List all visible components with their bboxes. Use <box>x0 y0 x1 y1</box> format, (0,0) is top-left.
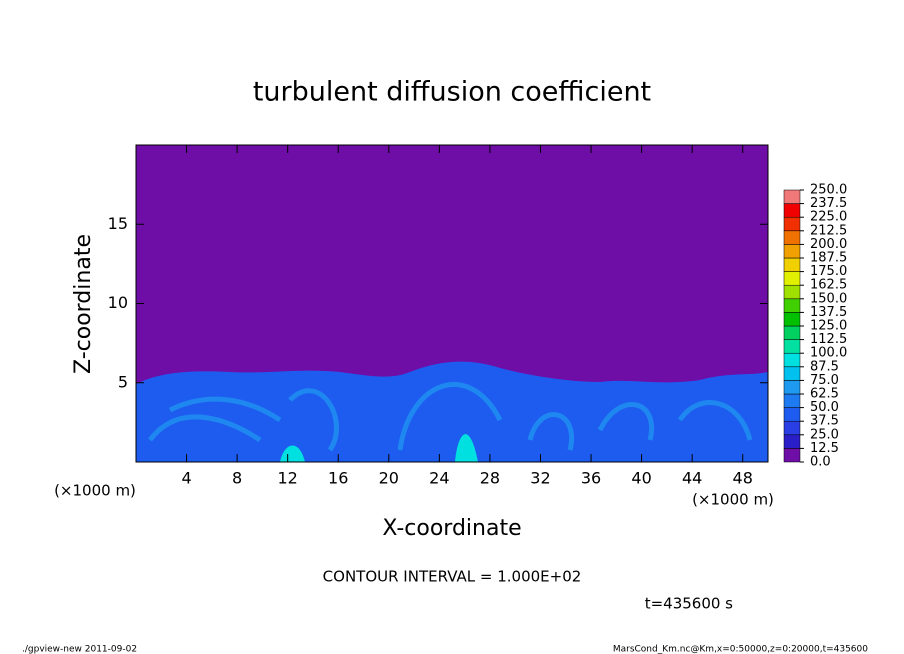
chart-title: turbulent diffusion coefficient <box>253 77 651 108</box>
x-tick-label: 4 <box>181 469 191 488</box>
colorbar-label: 37.5 <box>810 414 839 429</box>
colorbar-label: 125.0 <box>810 319 847 334</box>
x-tick-label: 16 <box>328 469 348 488</box>
y-unit: (×1000 m) <box>54 482 136 500</box>
x-tick-label: 12 <box>278 469 298 488</box>
colorbar-label: 75.0 <box>810 373 839 388</box>
x-tick-label: 40 <box>631 469 651 488</box>
turbulent-core <box>280 434 478 462</box>
colorbar-label: 62.5 <box>810 387 839 402</box>
colorbar-label: 87.5 <box>810 359 839 374</box>
contour-interval: CONTOUR INTERVAL = 1.000E+02 <box>323 568 582 586</box>
y-tick-label: 15 <box>108 214 128 233</box>
colorbar-label: 112.5 <box>810 332 847 347</box>
field <box>136 145 768 462</box>
colorbar-box <box>783 366 801 381</box>
colorbar-label: 100.0 <box>810 346 847 361</box>
footer-right: MarsCond_Km.nc@Km,x=0:50000,z=0:20000,t=… <box>613 645 868 654</box>
colorbar-box <box>783 203 801 218</box>
colorbar-box <box>783 230 801 245</box>
footer-left: ./gpview-new 2011-09-02 <box>22 645 137 654</box>
time-label: t=435600 s <box>645 595 733 613</box>
y-tick-label: 10 <box>108 293 128 312</box>
colorbar-box <box>783 244 801 259</box>
colorbar-label: 150.0 <box>810 291 847 306</box>
x-tick-label: 24 <box>429 469 449 488</box>
colorbar-label: 50.0 <box>810 400 839 415</box>
colorbar-label: 237.5 <box>810 196 847 211</box>
colorbar-box <box>783 407 801 422</box>
colorbar-box <box>783 393 801 408</box>
colorbar-box <box>783 216 801 232</box>
x-unit: (×1000 m) <box>692 491 774 509</box>
colorbar-box <box>783 420 801 436</box>
colorbar-label: 162.5 <box>810 278 847 293</box>
colorbar-box <box>783 339 801 354</box>
colorbar-label: 25.0 <box>810 427 839 442</box>
colorbar-box <box>783 298 801 313</box>
colorbar-label: 200.0 <box>810 237 847 252</box>
colorbar-label: 0.0 <box>810 455 831 470</box>
colorbar-box <box>783 271 801 286</box>
colorbar-label: 212.5 <box>810 223 847 238</box>
colorbar-box <box>783 312 801 327</box>
x-tick-label: 48 <box>733 469 753 488</box>
x-tick-label: 32 <box>530 469 550 488</box>
y-axis-title: Z-coordinate <box>71 234 96 374</box>
colorbar-label: 250.0 <box>810 183 847 198</box>
x-axis-title: X-coordinate <box>382 516 521 541</box>
x-tick-label: 20 <box>379 469 399 488</box>
colorbar-box <box>783 434 801 449</box>
colorbar-box <box>783 284 801 300</box>
colorbar-box <box>783 257 801 272</box>
x-tick-label: 28 <box>480 469 500 488</box>
colorbar-label: 137.5 <box>810 305 847 320</box>
x-tick-label: 36 <box>581 469 601 488</box>
turbulent-layer <box>136 361 768 462</box>
colorbar-box <box>783 448 801 463</box>
x-tick-label: 44 <box>682 469 702 488</box>
colorbar-label: 225.0 <box>810 210 847 225</box>
x-tick-label: 8 <box>232 469 242 488</box>
colorbar-label: 175.0 <box>810 264 847 279</box>
colorbar-box <box>783 352 801 368</box>
colorbar-box <box>783 380 801 395</box>
colorbar-label: 187.5 <box>810 251 847 266</box>
colorbar-label: 12.5 <box>810 441 839 456</box>
y-tick-label: 5 <box>118 372 128 391</box>
colorbar-box <box>783 189 801 204</box>
colorbar-box <box>783 325 801 340</box>
turbulent-eddies <box>148 381 753 452</box>
